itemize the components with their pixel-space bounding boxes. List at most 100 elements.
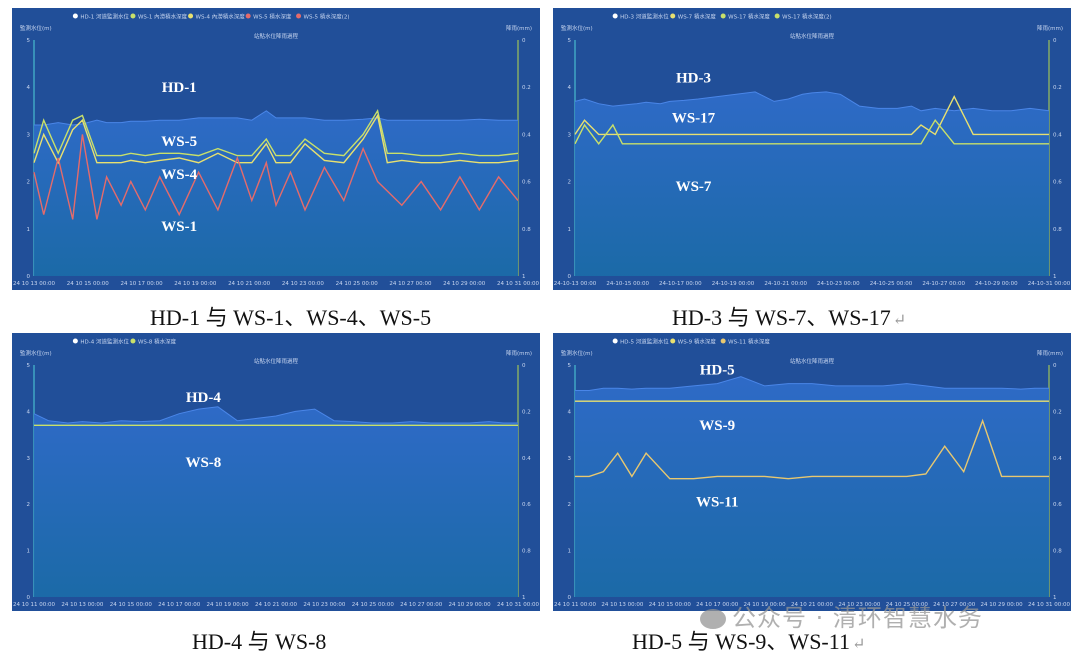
caption-hd1: HD-1 与 WS-1、WS-4、WS-5 — [150, 300, 433, 332]
x-tick: 24 10 21 00:00 — [228, 281, 271, 287]
y-tick-right: 0.8 — [1053, 549, 1062, 555]
x-tick: 24 10 23 00:00 — [838, 602, 881, 608]
chart-title: 站點水位降雨過程 — [790, 357, 835, 365]
legend-marker — [130, 13, 136, 19]
x-tick: 24-10-17 00:00 — [659, 281, 702, 287]
series-label-hd-4: HD-4 — [186, 390, 221, 406]
legend: HD-3 河道監測水位 WS-7 積水深度 WS-17 積水深度 WS-17 積水深度… — [612, 13, 832, 21]
x-tick: 24 10 29 00:00 — [449, 602, 492, 608]
y-tick-right: 0.8 — [1053, 227, 1062, 233]
x-tick: 24 10 29 00:00 — [443, 281, 486, 287]
x-tick: 24 10 13 00:00 — [13, 281, 56, 287]
x-tick: 24 10 31 00:00 — [1028, 602, 1071, 608]
chart-title: 站點水位降雨過程 — [790, 32, 835, 40]
legend-entry: HD-1 河道監測水位 — [80, 13, 129, 21]
series-line-hd-5 — [575, 376, 1049, 391]
chart-title: 站點水位降雨過程 — [254, 32, 299, 40]
caption-hd5-mark: ↵ — [851, 636, 866, 653]
series-label-ws-5: WS-5 — [161, 134, 197, 150]
series-label-hd-5: HD-5 — [700, 362, 735, 378]
y-tick-right: 0.6 — [1053, 502, 1062, 508]
y-tick-left: 4 — [568, 409, 572, 415]
legend-entry: WS-4 內澇積水深度 — [196, 13, 246, 21]
legend-entry: WS-9 積水深度 — [678, 338, 717, 346]
caption-hd4: HD-4 与 WS-8 — [192, 624, 328, 656]
y-tick-left: 0 — [27, 595, 31, 601]
y-tick-right: 0.2 — [1053, 409, 1062, 415]
y-tick-left: 1 — [27, 227, 31, 233]
y-tick-right: 0.4 — [1053, 456, 1062, 462]
x-tick: 24 10 27 00:00 — [400, 602, 443, 608]
caption-hd4-text: HD-4 与 WS-8 — [192, 629, 327, 654]
series-label-ws-8: WS-8 — [185, 455, 221, 471]
legend: HD-5 河道監測水位 WS-9 積水深度 WS-11 積水深度 — [612, 338, 770, 346]
x-tick: 24-10-21 00:00 — [764, 281, 807, 287]
y-tick-left: 3 — [27, 132, 31, 138]
y-axis-label-right: 降雨(mm) — [1037, 349, 1063, 357]
series-label-ws-4: WS-4 — [161, 167, 197, 183]
x-tick: 24 10 11 00:00 — [13, 602, 56, 608]
x-tick: 24 10 19 00:00 — [744, 602, 787, 608]
x-tick: 24 10 23 00:00 — [282, 281, 325, 287]
y-tick-left: 0 — [568, 274, 572, 280]
x-tick: 24 10 15 00:00 — [649, 602, 692, 608]
series-label-ws-1: WS-1 — [161, 219, 197, 235]
x-tick: 24-10-29 00:00 — [975, 281, 1018, 287]
y-tick-left: 5 — [568, 363, 572, 369]
caption-hd3-mark: ↵ — [892, 312, 907, 329]
x-tick: 24 10 19 00:00 — [174, 281, 217, 287]
y-tick-right: 0.2 — [522, 409, 531, 415]
x-tick: 24 10 25 00:00 — [336, 281, 379, 287]
y-tick-right: 0 — [522, 363, 526, 369]
y-axis-label-left: 監測水位(m) — [561, 24, 593, 32]
y-tick-left: 5 — [568, 38, 572, 44]
x-tick: 24 10 25 00:00 — [352, 602, 395, 608]
x-tick: 24 10 29 00:00 — [981, 602, 1024, 608]
series-label-ws-9: WS-9 — [699, 418, 735, 434]
legend-entry: HD-4 河道監測水位 — [80, 338, 129, 346]
legend-marker — [774, 13, 780, 19]
legend-entry: WS-7 積水深度 — [678, 13, 717, 21]
watermark-text: 公众号 · 清环智慧水务 — [732, 604, 983, 632]
chart-title: 站點水位降雨過程 — [254, 357, 299, 365]
chart-svg-hd1: HD-1 河道監測水位 WS-1 內澇積水深度 WS-4 內澇積水深度 WS-5 積水… — [13, 13, 540, 288]
caption-hd3-text: HD-3 与 WS-7、WS-17 — [672, 305, 891, 330]
y-tick-left: 4 — [27, 85, 31, 91]
y-tick-left: 3 — [568, 132, 572, 138]
series-label-ws-11: WS-11 — [696, 495, 739, 511]
y-tick-right: 1 — [1053, 274, 1057, 280]
y-tick-left: 0 — [568, 595, 572, 601]
legend-entry: WS-5 積水深度(2) — [304, 13, 350, 21]
y-axis-label-right: 降雨(mm) — [506, 349, 532, 357]
caption-hd3: HD-3 与 WS-7、WS-17 ↵ — [672, 300, 906, 332]
wechat-icon — [700, 609, 726, 629]
chart-panel-hd1: HD-1 河道監測水位 WS-1 內澇積水深度 WS-4 內澇積水深度 WS-5 積水… — [12, 8, 540, 290]
x-tick: 24-10-15 00:00 — [606, 281, 649, 287]
legend: HD-1 河道監測水位 WS-1 內澇積水深度 WS-4 內澇積水深度 WS-5 積水… — [72, 13, 350, 21]
y-tick-right: 1 — [1053, 595, 1057, 601]
y-tick-left: 4 — [568, 85, 572, 91]
y-tick-left: 1 — [568, 549, 572, 555]
series-line-hd-3 — [574, 91, 1050, 112]
caption-hd1-text: HD-1 与 WS-1、WS-4、WS-5 — [150, 305, 432, 330]
legend-marker — [188, 13, 194, 19]
y-tick-right: 0.2 — [1053, 85, 1062, 91]
legend-entry: WS-17 積水深度 — [728, 13, 770, 21]
chart-svg-hd3: HD-3 河道監測水位 WS-7 積水深度 WS-17 積水深度 WS-17 積水深度… — [554, 13, 1071, 288]
y-tick-right: 0.4 — [1053, 132, 1062, 138]
legend-marker — [130, 338, 136, 344]
y-tick-right: 0.4 — [522, 456, 531, 462]
y-tick-right: 0 — [1053, 38, 1057, 44]
series-line-ws-5 — [33, 108, 519, 157]
y-tick-right: 0.6 — [522, 180, 531, 186]
series-line-ws-17 — [574, 95, 1049, 136]
series-line-ws-4 — [33, 113, 519, 165]
legend-marker — [612, 13, 618, 19]
y-tick-right: 1 — [522, 595, 526, 601]
legend-entry: HD-5 河道監測水位 — [620, 338, 669, 346]
x-tick: 24 10 17 00:00 — [158, 602, 201, 608]
y-tick-left: 4 — [27, 409, 31, 415]
y-tick-left: 0 — [27, 274, 31, 280]
